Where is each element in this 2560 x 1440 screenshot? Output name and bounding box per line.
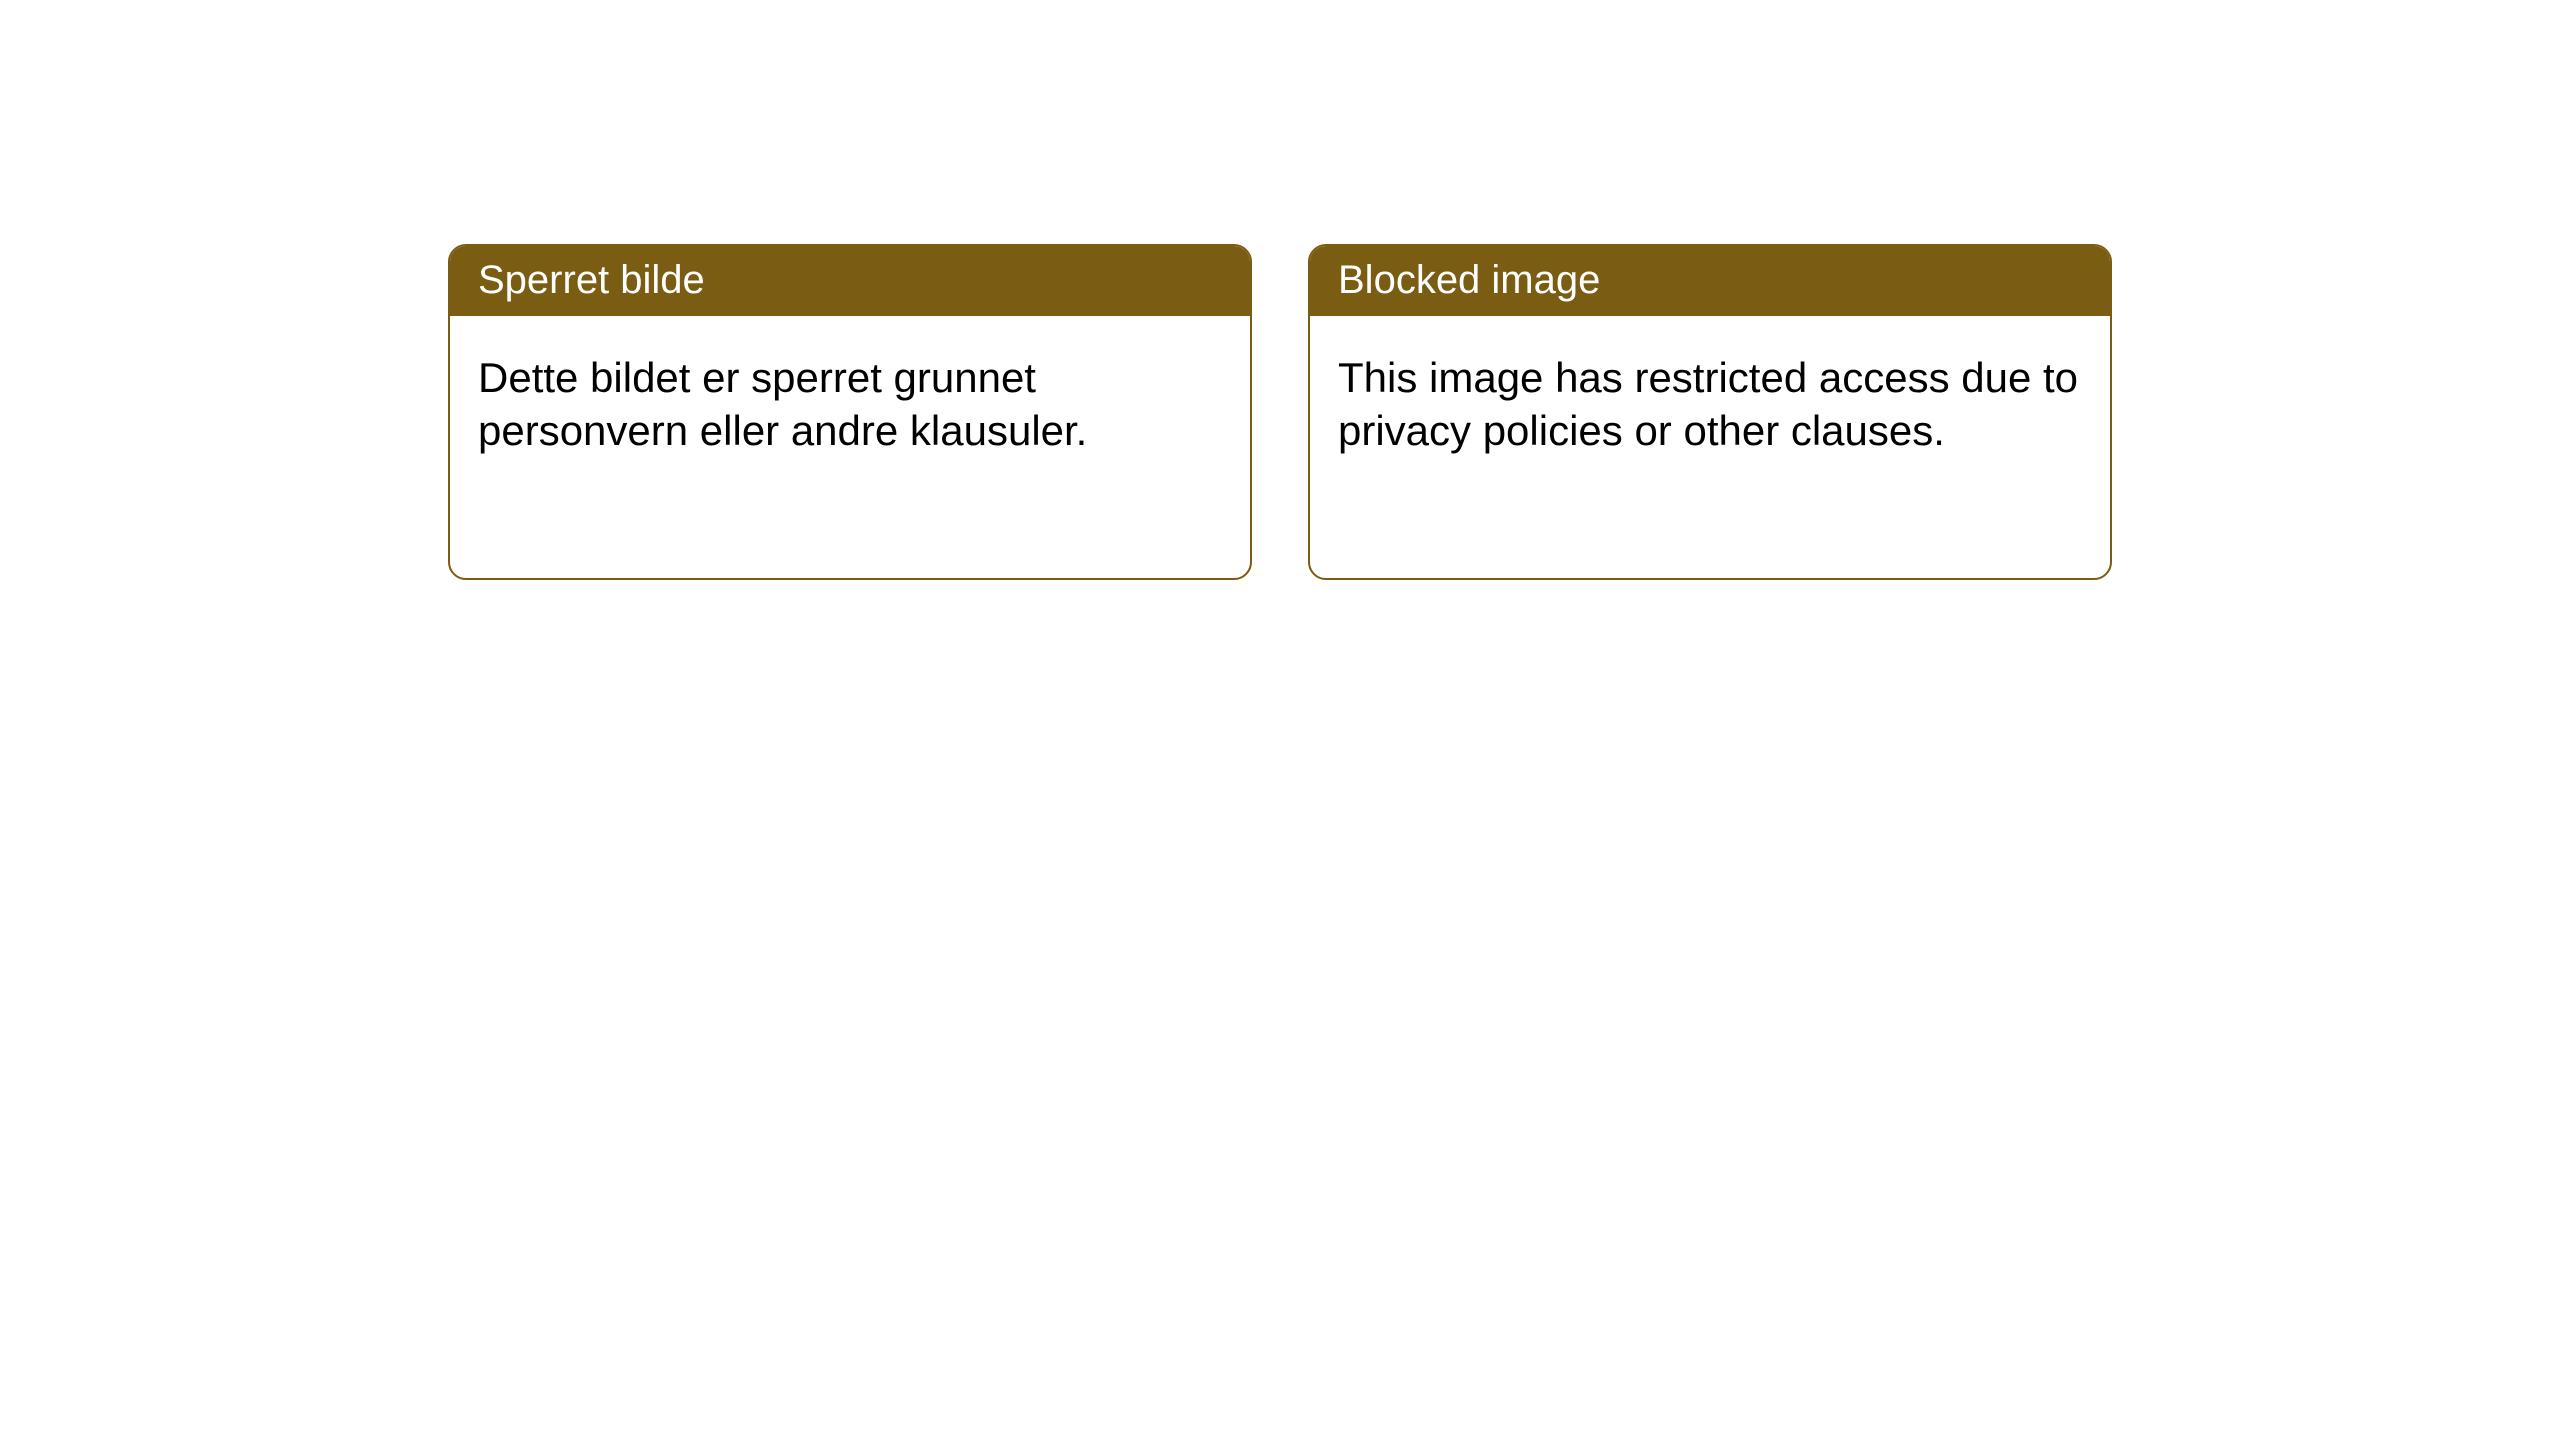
notice-text-english: This image has restricted access due to … [1338,354,2078,454]
notice-body-english: This image has restricted access due to … [1310,316,2110,485]
notice-header-norwegian: Sperret bilde [450,246,1250,316]
notice-card-norwegian: Sperret bilde Dette bildet er sperret gr… [448,244,1252,580]
notice-title-norwegian: Sperret bilde [478,258,705,302]
notice-text-norwegian: Dette bildet er sperret grunnet personve… [478,354,1087,454]
notice-card-english: Blocked image This image has restricted … [1308,244,2112,580]
notice-title-english: Blocked image [1338,258,1600,302]
notice-body-norwegian: Dette bildet er sperret grunnet personve… [450,316,1250,485]
notice-container: Sperret bilde Dette bildet er sperret gr… [0,0,2560,580]
notice-header-english: Blocked image [1310,246,2110,316]
